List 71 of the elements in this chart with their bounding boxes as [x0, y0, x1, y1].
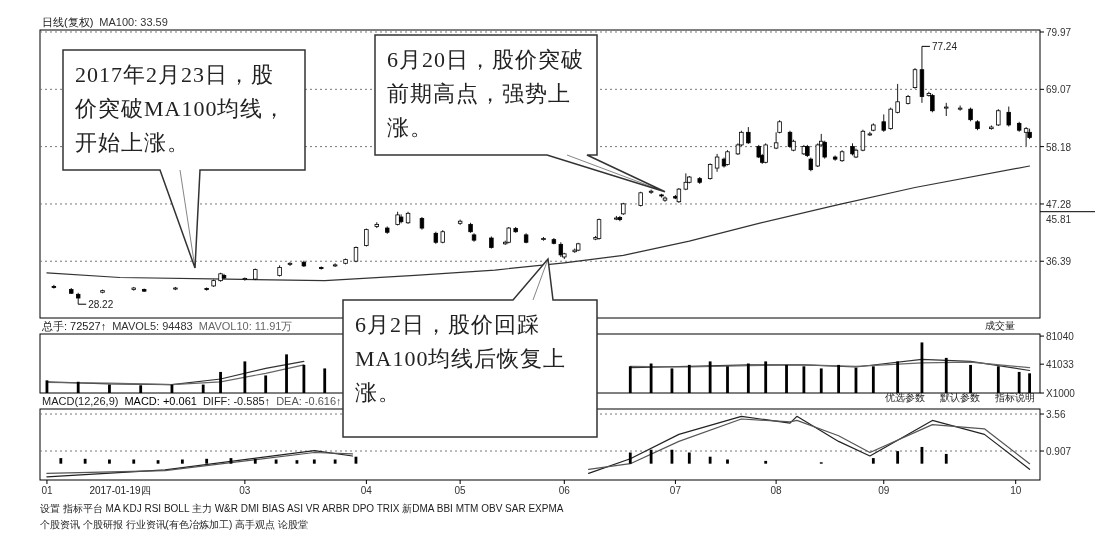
bar [726, 459, 729, 464]
x-tick-label: 03 [239, 485, 251, 496]
x-tick-label: 07 [669, 485, 682, 496]
y-tick-label: 81040 [1046, 331, 1075, 343]
bar [628, 452, 632, 464]
y-tick-label: 79.97 [1046, 27, 1072, 38]
x-tick-label: 01 [41, 485, 53, 496]
text: 个股资讯 个股研报 行业资讯(有色冶炼加工) 高手观点 论股堂 [40, 519, 308, 530]
bar [333, 459, 337, 464]
bar [83, 458, 87, 464]
y-tick-label: 58.18 [1046, 141, 1072, 153]
bar [312, 459, 316, 464]
line-series [46, 165, 1031, 282]
annotation: 指标说明 [994, 392, 1035, 403]
chart-title: 日线(复权) [42, 16, 94, 28]
annotation: 优选参数 [885, 392, 925, 403]
bar [274, 459, 278, 464]
candlestick [888, 107, 893, 131]
y-tick-label: 3.56 [1046, 409, 1066, 421]
x-tick-label: 05 [454, 485, 467, 496]
bar [708, 456, 712, 464]
text: MA100: 33.59 [99, 16, 168, 28]
annotation: 6月20日，股价突破前期高点，强势上涨。 [386, 46, 585, 143]
text: MAVOL10: 11.91万 [198, 320, 293, 332]
chart-title: 总手: 72527↑ [41, 320, 107, 332]
candlestick [930, 93, 935, 113]
bar [180, 459, 184, 464]
ref-line-label: 45.81 [1046, 213, 1072, 225]
annotation: 28.22 [88, 299, 114, 311]
bar [108, 459, 111, 464]
candlestick [51, 284, 57, 289]
candlestick [895, 83, 900, 114]
y-tick-label: 36.39 [1046, 256, 1072, 268]
candlestick [648, 189, 654, 195]
bar [205, 458, 209, 464]
annotation: 6月2日，股价回踩MA100均线后恢复上涨。 [354, 311, 568, 408]
y-tick-label: 41033 [1046, 359, 1075, 371]
annotation: 77.24 [931, 41, 958, 53]
text: MACD: +0.061 [124, 395, 197, 407]
text: 设置 指标平台 MA KDJ RSI BOLL 主力 W&R DMI BIAS ASI VR ARBR DPO TRIX 新DMA BBI MTM OBV SAR EXPMA [40, 503, 564, 514]
x-tick-label: 06 [558, 485, 571, 496]
bar [871, 458, 875, 464]
y-tick-label: 47.28 [1046, 198, 1072, 210]
text: DIFF: -0.585↑ [202, 395, 271, 407]
x-tick-label: 09 [878, 485, 890, 496]
bar [687, 452, 691, 464]
y-tick-label: 69.07 [1046, 84, 1072, 96]
bar [59, 458, 63, 464]
candlestick [242, 277, 248, 282]
bar [253, 458, 257, 464]
x-tick-label: 04 [360, 485, 373, 496]
text: 2017-01-19四 [89, 485, 151, 496]
bar [649, 449, 653, 464]
text: 成交量 [985, 320, 1015, 331]
annotation: 2017年2月23日，股价突破MA100均线，开始上涨。 [74, 61, 288, 158]
bar [944, 453, 948, 464]
y-tick-label: X1000 [1046, 388, 1076, 399]
x-tick-label: 10 [1010, 485, 1022, 496]
candlestick [912, 67, 918, 90]
candlestick [957, 105, 963, 112]
bar [896, 451, 900, 464]
candlestick [1006, 106, 1011, 127]
text: MAVOL5: 94483 [112, 320, 193, 332]
y-tick-label: 0.907 [1046, 446, 1072, 458]
text: DEA: -0.616↑ [276, 395, 342, 407]
x-tick-label: 08 [770, 485, 783, 496]
annotation: 默认参数 [939, 392, 980, 403]
bar [132, 459, 136, 464]
bar [764, 460, 768, 464]
candlestick [287, 261, 293, 267]
chart-title: MACD(12,26,9) [42, 395, 119, 407]
